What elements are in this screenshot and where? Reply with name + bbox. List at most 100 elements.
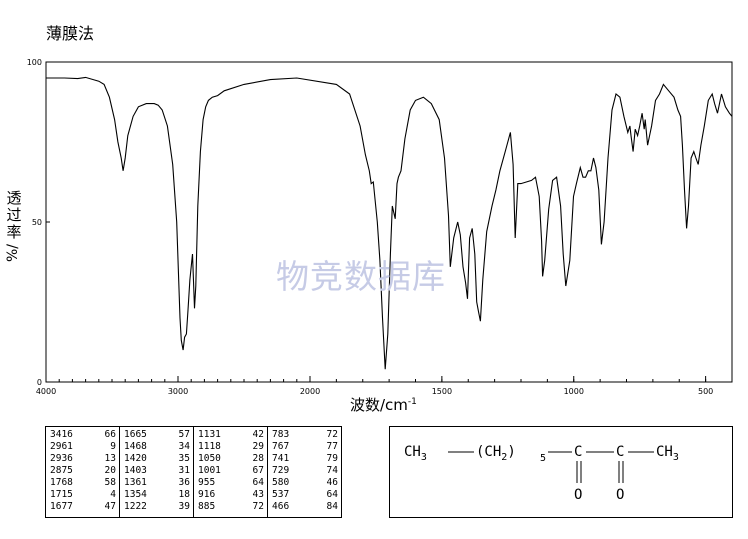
peak-table-row: 1715 4 <box>50 489 116 501</box>
x-tick-label: 500 <box>698 387 713 396</box>
peak-table-row: 1665 57 <box>124 429 190 441</box>
peak-wavenumber: 783 <box>272 429 290 440</box>
peak-table-row: 741 79 <box>272 453 338 465</box>
peak-table-row: 1420 35 <box>124 453 190 465</box>
peak-transmittance: 58 <box>104 477 116 488</box>
peak-wavenumber: 767 <box>272 441 290 452</box>
peak-wavenumber: 1715 <box>50 489 73 500</box>
structure-ch3-right: CH3 <box>656 444 679 463</box>
peak-transmittance: 9 <box>110 441 116 452</box>
peak-table-row: 1677 47 <box>50 501 116 513</box>
structure-ch2-group: (CH2) <box>476 444 516 463</box>
peak-table-column: 1665 57 1468 34 1420 35 1403 31 1361 36 1354 18 1222… <box>120 427 194 517</box>
peak-wavenumber: 1403 <box>124 465 147 476</box>
peak-wavenumber: 1468 <box>124 441 147 452</box>
peak-wavenumber: 466 <box>272 501 290 512</box>
peak-table-row: 767 77 <box>272 441 338 453</box>
peak-wavenumber: 1050 <box>198 453 221 464</box>
peak-wavenumber: 955 <box>198 477 216 488</box>
peak-transmittance: 77 <box>326 441 338 452</box>
peak-table-row: 2961 9 <box>50 441 116 453</box>
peak-table-row: 2875 20 <box>50 465 116 477</box>
peak-table-row: 955 64 <box>198 477 264 489</box>
peak-table-row: 1001 67 <box>198 465 264 477</box>
peak-table-row: 2936 13 <box>50 453 116 465</box>
peak-transmittance: 72 <box>326 429 338 440</box>
axis-ticks <box>45 61 733 383</box>
peak-wavenumber: 1768 <box>50 477 73 488</box>
structure-box: CH3 (CH2) 5 C C CH3 O O <box>389 426 733 518</box>
peak-table-column: 783 72 767 77 741 79 729 74 580 46 537 64 466 84 <box>268 427 341 517</box>
peak-wavenumber: 1131 <box>198 429 221 440</box>
peak-transmittance: 67 <box>252 465 264 476</box>
peak-transmittance: 29 <box>252 441 264 452</box>
axis-tick-labels: 4000 3000 2000 1500 1000 500 0 50 100 <box>27 58 714 396</box>
structure-repeat-count: 5 <box>540 453 546 464</box>
page-title: 薄膜法 <box>46 24 95 43</box>
peak-table-row: 3416 66 <box>50 429 116 441</box>
peak-transmittance: 31 <box>178 465 190 476</box>
spectrum-line <box>46 76 733 370</box>
peak-wavenumber: 580 <box>272 477 290 488</box>
peak-table-row: 885 72 <box>198 501 264 513</box>
peak-transmittance: 13 <box>104 453 116 464</box>
peak-transmittance: 47 <box>104 501 116 512</box>
peak-wavenumber: 1665 <box>124 429 147 440</box>
x-tick-label: 4000 <box>36 387 56 396</box>
x-axis-label-text: 波数/cm <box>350 396 408 414</box>
peak-wavenumber: 3416 <box>50 429 73 440</box>
peak-transmittance: 35 <box>178 453 190 464</box>
watermark: 物竞数据库 <box>276 257 446 296</box>
peak-table-row: 1118 29 <box>198 441 264 453</box>
peak-wavenumber: 1677 <box>50 501 73 512</box>
peak-table-row: 1222 39 <box>124 501 190 513</box>
y-tick-label: 0 <box>37 378 42 387</box>
peak-wavenumber: 1420 <box>124 453 147 464</box>
y-axis-label-char: 率 <box>6 223 22 241</box>
peak-transmittance: 74 <box>326 465 338 476</box>
y-tick-label: 50 <box>32 218 42 227</box>
x-tick-label: 3000 <box>168 387 188 396</box>
peak-table-row: 916 43 <box>198 489 264 501</box>
peak-transmittance: 84 <box>326 501 338 512</box>
x-axis-label: 波数/cm-1 <box>350 394 417 415</box>
peak-wavenumber: 741 <box>272 453 290 464</box>
peak-table-row: 1403 31 <box>124 465 190 477</box>
ir-spectrum-chart: 4000 3000 2000 1500 1000 500 0 50 100 <box>27 58 733 396</box>
peak-transmittance: 64 <box>326 489 338 500</box>
structure-oxygen-2: O <box>616 487 624 503</box>
peak-table-row: 1354 18 <box>124 489 190 501</box>
peak-transmittance: 20 <box>104 465 116 476</box>
x-axis-label-superscript: -1 <box>407 397 417 407</box>
peak-wavenumber: 916 <box>198 489 216 500</box>
peak-wavenumber: 1001 <box>198 465 221 476</box>
peak-transmittance: 46 <box>326 477 338 488</box>
peak-wavenumber: 1118 <box>198 441 221 452</box>
structure-ch3-left: CH3 <box>404 444 427 463</box>
y-axis-label: 透 过 率 <box>4 190 24 241</box>
peak-transmittance: 18 <box>178 489 190 500</box>
peak-table-row: 1361 36 <box>124 477 190 489</box>
y-axis-label-char: 过 <box>6 206 22 224</box>
peak-wavenumber: 2875 <box>50 465 73 476</box>
plot-frame <box>45 61 733 383</box>
structure-carbon-2: C <box>616 444 624 460</box>
peak-transmittance: 34 <box>178 441 190 452</box>
peak-table: 3416 66 2961 9 2936 13 2875 20 1768 58 1715 4 1677 47… <box>45 426 342 518</box>
peak-transmittance: 39 <box>178 501 190 512</box>
peak-table-column: 3416 66 2961 9 2936 13 2875 20 1768 58 1715 4 1677 47 <box>46 427 120 517</box>
peak-wavenumber: 1354 <box>124 489 147 500</box>
peak-table-row: 1768 58 <box>50 477 116 489</box>
y-axis-label-char: 透 <box>6 189 22 207</box>
x-tick-label: 2000 <box>300 387 320 396</box>
peak-table-column: 1131 42 1118 29 1050 28 1001 67 955 64 916 43 885 72 <box>194 427 268 517</box>
peak-transmittance: 79 <box>326 453 338 464</box>
peak-table-row: 580 46 <box>272 477 338 489</box>
peak-table-row: 1468 34 <box>124 441 190 453</box>
peak-table-row: 537 64 <box>272 489 338 501</box>
peak-transmittance: 36 <box>178 477 190 488</box>
peak-transmittance: 42 <box>252 429 264 440</box>
peak-transmittance: 28 <box>252 453 264 464</box>
peak-transmittance: 64 <box>252 477 264 488</box>
y-axis-label-unit: %/ <box>5 243 21 262</box>
